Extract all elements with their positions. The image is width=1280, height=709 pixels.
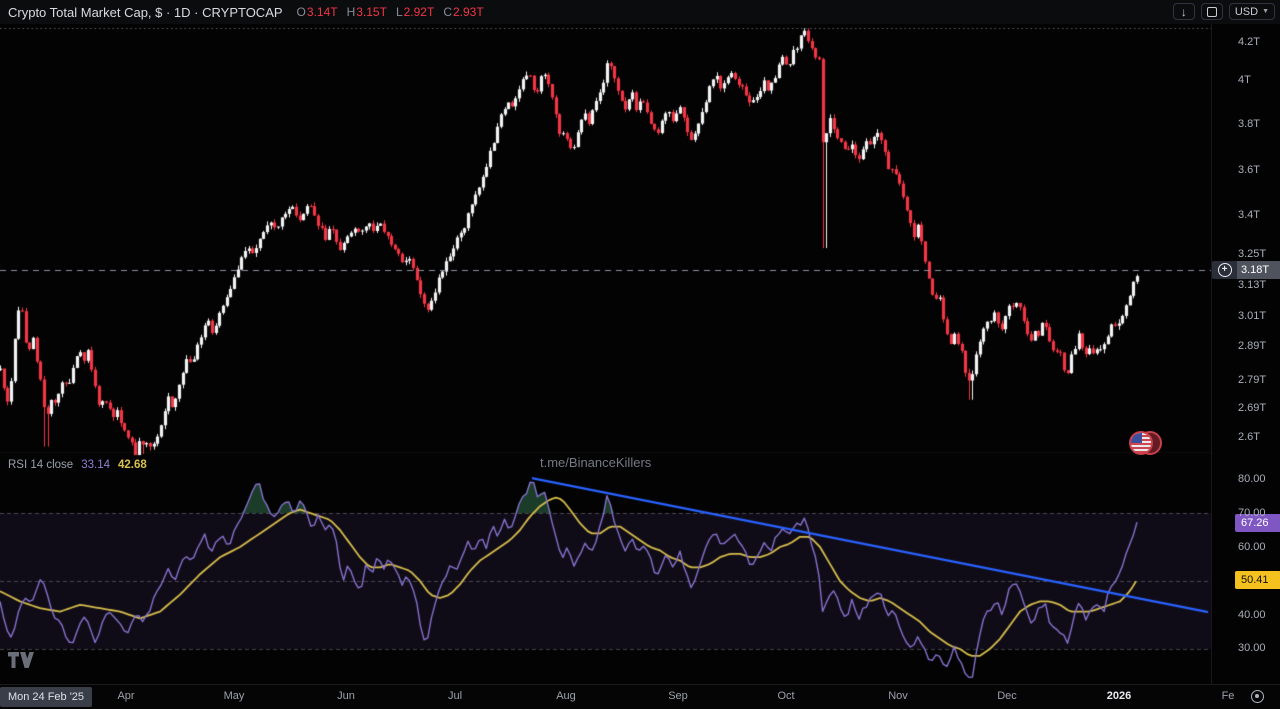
currency-label: USD [1234,5,1259,18]
time-tick-apr: Apr [117,690,135,702]
time-tick-oct: Oct [777,690,795,702]
fullscreen-button[interactable] [1200,3,1223,20]
price-tick: 4.2T [1238,36,1261,48]
time-tick-nov: Nov [888,690,908,702]
rsi-value-badge: 67.26 [1235,514,1280,532]
time-tick-jun: Jun [337,690,355,702]
price-tick: 2.69T [1238,402,1267,414]
ohlc-key: L [395,5,403,19]
crosshair-price-chip: + 3.18T [1212,261,1280,279]
rsi-tick: 30.00 [1238,642,1266,654]
rsi-ma-legend-value: 42.68 [117,459,147,471]
chevron-down-icon: ▼ [1262,8,1269,15]
time-tick-fe: Fe [1221,690,1235,702]
ohlc-item: C 2.93T [443,5,483,19]
rsi-tick: 40.00 [1238,609,1266,621]
fullscreen-icon [1206,6,1217,17]
tradingview-logo[interactable] [8,652,34,673]
time-scale[interactable]: Mon 24 Feb '25 Apr May Jun Jul Aug Sep Oct Nov D… [0,684,1280,709]
rsi-tick: 60.00 [1238,541,1266,553]
ohlc-key: C [443,5,452,19]
price-tick: 4T [1238,74,1251,86]
time-tick-may: May [223,690,245,702]
ohlc-value: 2.92T [403,5,435,19]
time-tick-sep: Sep [668,690,688,702]
rsi-tick: 70.00 [1238,507,1266,519]
currency-pair-icon [1129,431,1162,455]
ohlc-legend: O 3.14T H 3.15T L 2.92T C 2.93T [297,5,484,19]
price-tick: 3.13T [1238,279,1267,291]
top-toolbar: Crypto Total Market Cap, $ · 1D · CRYPTO… [0,0,1280,24]
price-tick: 3.25T [1238,248,1267,260]
add-alert-button[interactable]: + [1212,261,1237,279]
rsi-indicator-legend[interactable]: RSI 14 close 33.14 42.68 [8,459,147,471]
ohlc-key: H [346,5,356,19]
time-tick-jul: Jul [447,690,463,702]
toolbar-buttons: ↓ USD ▼ [1172,3,1275,20]
price-tick: 2.6T [1238,431,1261,443]
ohlc-key: O [296,5,306,19]
price-tick: 3.8T [1238,118,1261,130]
chart-watermark: t.me/BinanceKillers [540,455,652,470]
plus-circle-icon: + [1217,263,1232,277]
rsi-legend-value: 33.14 [81,459,110,471]
crosshair-price-label: 3.18T [1237,261,1280,279]
time-tick-dec: Dec [997,690,1017,702]
price-tick: 3.01T [1238,310,1267,322]
download-button[interactable]: ↓ [1172,3,1195,20]
currency-dropdown[interactable]: USD ▼ [1228,3,1275,20]
download-icon: ↓ [1180,4,1187,19]
crosshair-date-label: Mon 24 Feb '25 [0,687,92,707]
ohlc-item: O 3.14T [297,5,338,19]
rsi-legend-title: RSI 14 close [8,459,74,471]
price-tick: 2.89T [1238,340,1267,352]
time-tick-aug: Aug [556,690,576,702]
main-chart-canvas[interactable] [0,24,1211,684]
us-flag-icon [1129,431,1153,455]
rsi-ma-value-badge: 50.41 [1235,571,1280,589]
ohlc-item: H 3.15T [347,5,387,19]
price-tick: 3.6T [1238,164,1261,176]
scroll-to-realtime-button[interactable] [1251,690,1264,703]
price-tick: 2.79T [1238,374,1267,386]
ohlc-item: L 2.92T [396,5,434,19]
ohlc-value: 2.93T [452,5,484,19]
price-scale[interactable]: + 3.18T 67.26 50.41 4.2T 4T 3.8T 3.6T 3.4T 3.… [1211,24,1280,684]
ohlc-value: 3.15T [356,5,387,19]
symbol-title[interactable]: Crypto Total Market Cap, $ · 1D · CRYPTO… [8,4,283,20]
rsi-tick: 80.00 [1238,473,1266,485]
ohlc-value: 3.14T [306,5,338,19]
time-tick-2026: 2026 [1106,690,1132,702]
price-tick: 3.4T [1238,209,1261,221]
